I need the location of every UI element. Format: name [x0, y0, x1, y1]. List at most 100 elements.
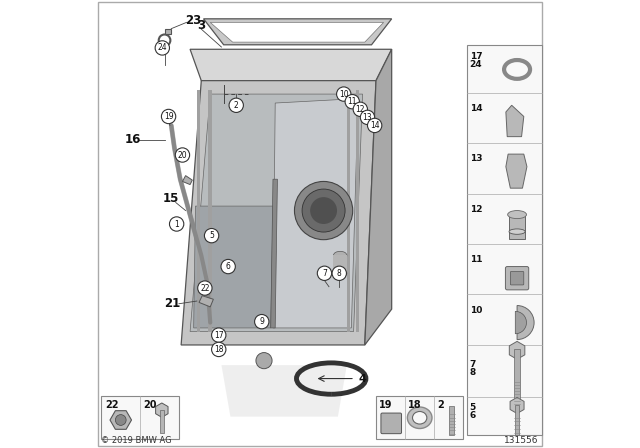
Text: 19: 19 — [379, 400, 392, 409]
Text: 15: 15 — [163, 191, 179, 205]
Text: 17: 17 — [214, 331, 223, 340]
Bar — [515, 349, 520, 408]
Ellipse shape — [508, 211, 527, 219]
Circle shape — [175, 148, 189, 162]
Text: 1: 1 — [174, 220, 179, 228]
Text: 4: 4 — [358, 374, 366, 383]
Text: 7
8: 7 8 — [470, 360, 476, 377]
Polygon shape — [182, 176, 192, 185]
Polygon shape — [208, 90, 212, 332]
Circle shape — [294, 181, 353, 240]
Ellipse shape — [509, 229, 525, 234]
Polygon shape — [506, 105, 524, 137]
Bar — [509, 215, 525, 239]
Bar — [159, 410, 164, 433]
Circle shape — [367, 118, 382, 133]
Text: 19: 19 — [164, 112, 173, 121]
Circle shape — [221, 259, 236, 274]
Ellipse shape — [333, 251, 347, 259]
Text: 2: 2 — [234, 101, 239, 110]
Polygon shape — [204, 19, 392, 45]
Text: 11: 11 — [470, 255, 482, 264]
Bar — [101, 396, 179, 439]
Text: 13: 13 — [470, 154, 482, 163]
FancyBboxPatch shape — [506, 267, 529, 290]
Polygon shape — [273, 99, 358, 328]
Text: 20: 20 — [178, 151, 188, 159]
Text: 10: 10 — [339, 90, 349, 99]
Circle shape — [317, 266, 332, 280]
Polygon shape — [199, 296, 213, 307]
Polygon shape — [190, 49, 392, 81]
Text: © 2019 BMW AG: © 2019 BMW AG — [101, 436, 172, 445]
Polygon shape — [271, 179, 278, 328]
Circle shape — [345, 95, 360, 109]
Text: 12: 12 — [470, 205, 482, 214]
Text: 14: 14 — [470, 104, 483, 113]
Text: 3: 3 — [197, 18, 205, 32]
Text: 6: 6 — [226, 262, 230, 271]
Circle shape — [212, 342, 226, 357]
Text: 20: 20 — [143, 400, 156, 409]
Circle shape — [198, 281, 212, 295]
Ellipse shape — [413, 411, 427, 424]
Polygon shape — [190, 94, 362, 332]
Polygon shape — [506, 154, 527, 188]
Text: 22: 22 — [200, 284, 210, 293]
Text: 13: 13 — [363, 113, 372, 122]
Text: 5: 5 — [209, 231, 214, 240]
Text: 14: 14 — [370, 121, 380, 130]
Circle shape — [229, 98, 243, 112]
Circle shape — [161, 109, 176, 124]
Circle shape — [302, 189, 345, 232]
Text: 9: 9 — [259, 317, 264, 326]
Polygon shape — [356, 90, 360, 332]
Circle shape — [360, 110, 374, 125]
Polygon shape — [165, 29, 172, 34]
Polygon shape — [221, 365, 347, 417]
Circle shape — [204, 228, 219, 243]
Text: 17
24: 17 24 — [470, 52, 483, 69]
Bar — [333, 255, 347, 273]
Text: 21: 21 — [164, 297, 180, 310]
Polygon shape — [210, 22, 383, 42]
Polygon shape — [181, 81, 376, 345]
Text: 24: 24 — [157, 43, 167, 52]
Polygon shape — [197, 90, 200, 332]
Wedge shape — [517, 306, 534, 340]
Circle shape — [256, 353, 272, 369]
Circle shape — [337, 87, 351, 101]
Text: 16: 16 — [125, 133, 141, 146]
Text: 18: 18 — [408, 400, 421, 409]
Circle shape — [353, 102, 367, 116]
Ellipse shape — [407, 407, 432, 428]
Polygon shape — [347, 90, 351, 332]
Circle shape — [170, 217, 184, 231]
Text: 5
6: 5 6 — [470, 403, 476, 420]
FancyBboxPatch shape — [510, 271, 524, 285]
Text: 2: 2 — [437, 400, 444, 409]
Circle shape — [155, 41, 170, 55]
Text: 7: 7 — [322, 269, 327, 278]
Text: 22: 22 — [105, 400, 118, 409]
Text: 11: 11 — [348, 97, 357, 106]
Bar — [376, 396, 463, 439]
Text: 8: 8 — [337, 269, 342, 278]
Text: 10: 10 — [470, 306, 482, 314]
Ellipse shape — [333, 269, 347, 277]
Circle shape — [255, 314, 269, 329]
Circle shape — [115, 415, 126, 426]
Bar — [515, 405, 519, 435]
Text: 131556: 131556 — [504, 436, 539, 445]
Circle shape — [212, 328, 226, 342]
Text: 18: 18 — [214, 345, 223, 354]
Text: 12: 12 — [356, 105, 365, 114]
Bar — [467, 45, 541, 435]
Circle shape — [310, 197, 337, 224]
Bar — [449, 406, 454, 435]
Wedge shape — [515, 311, 527, 334]
Circle shape — [332, 266, 346, 280]
Polygon shape — [365, 49, 392, 345]
FancyBboxPatch shape — [381, 413, 401, 434]
Text: 23: 23 — [186, 13, 202, 27]
